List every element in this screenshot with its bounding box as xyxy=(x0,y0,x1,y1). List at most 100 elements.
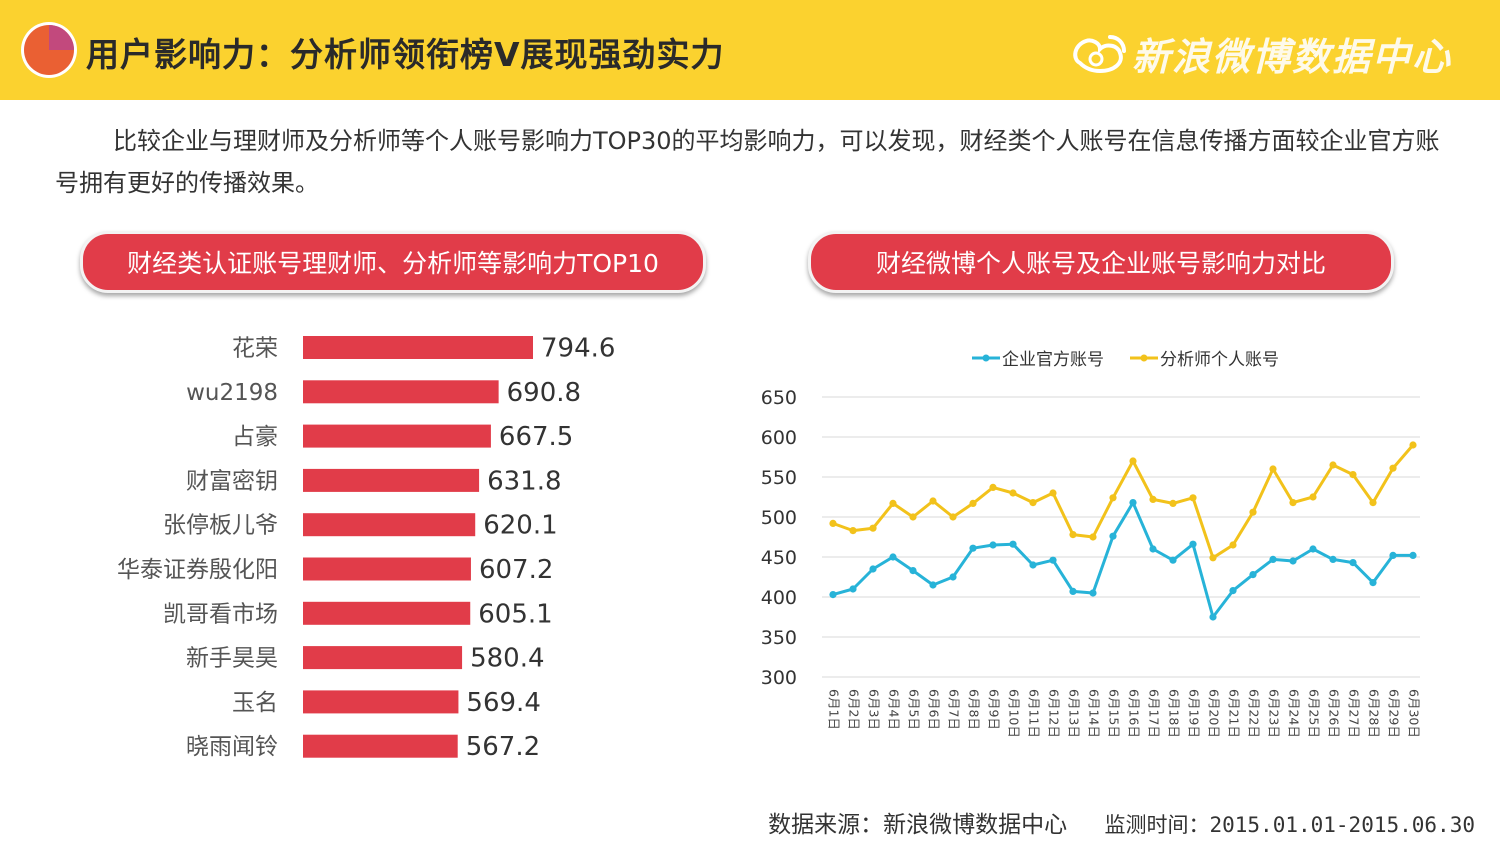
series-line xyxy=(832,444,1415,560)
y-tick-label: 300 xyxy=(761,667,797,689)
data-point xyxy=(1129,499,1137,507)
data-point xyxy=(849,527,857,535)
x-tick-label: 6月5日 xyxy=(907,689,922,730)
line-chart: 650 600 550 500 450 400 350 300 6月1日 6月2日 6月3日 6月4日… xyxy=(761,350,1422,738)
data-point xyxy=(929,581,937,589)
data-point xyxy=(1189,494,1197,502)
data-point xyxy=(989,483,997,491)
data-point xyxy=(1049,556,1057,564)
bar-value-label: 631.8 xyxy=(487,466,561,496)
bar xyxy=(303,380,499,404)
data-point xyxy=(929,497,937,505)
x-tick-label: 6月27日 xyxy=(1347,689,1362,738)
data-point xyxy=(1389,551,1397,559)
bar-category-label: 张停板儿爷 xyxy=(163,513,278,539)
bar-category-label: 占豪 xyxy=(232,424,278,450)
bar-category-label: 晓雨闻铃 xyxy=(186,734,278,760)
data-point xyxy=(1269,465,1277,473)
bar-value-label: 607.2 xyxy=(479,555,553,585)
bar-category-label: 华泰证券殷化阳 xyxy=(117,557,278,583)
data-point xyxy=(1129,457,1137,465)
data-point xyxy=(989,541,997,549)
data-point xyxy=(1209,613,1217,621)
bar-category-label: 新手昊昊 xyxy=(186,646,278,672)
data-point xyxy=(949,573,957,581)
data-point xyxy=(829,519,837,527)
bar-value-label: 567.2 xyxy=(466,732,540,762)
data-point xyxy=(1049,489,1057,497)
data-point xyxy=(1029,499,1037,507)
brand-name: 新浪微博数据中心 xyxy=(1131,35,1452,79)
legend-label: 分析师个人账号 xyxy=(1160,350,1279,370)
y-tick-label: 400 xyxy=(761,587,797,609)
bar xyxy=(303,557,471,581)
x-tick-label: 6月12日 xyxy=(1047,689,1062,738)
x-tick-label: 6月6日 xyxy=(927,689,942,730)
x-tick-label: 6月20日 xyxy=(1207,689,1222,738)
x-tick-label: 6月29日 xyxy=(1387,689,1402,738)
x-tick-label: 6月25日 xyxy=(1307,689,1322,738)
data-point xyxy=(1069,587,1077,595)
data-point xyxy=(969,499,977,507)
bar-value-label: 794.6 xyxy=(541,334,615,364)
y-tick-label: 550 xyxy=(761,467,797,489)
data-point xyxy=(1009,540,1017,548)
bar-value-label: 667.5 xyxy=(499,422,573,452)
x-tick-label: 6月14日 xyxy=(1087,689,1102,738)
bar xyxy=(303,468,480,492)
x-tick-label: 6月15日 xyxy=(1107,689,1122,738)
data-point xyxy=(1369,499,1377,507)
data-point xyxy=(849,585,857,593)
data-point xyxy=(1169,499,1177,507)
bar-category-label: 玉名 xyxy=(232,690,278,716)
data-point xyxy=(949,513,957,521)
bar xyxy=(303,690,459,714)
data-point xyxy=(889,553,897,561)
y-tick-label: 600 xyxy=(761,427,797,449)
x-tick-label: 6月9日 xyxy=(987,689,1002,730)
bar-category-label: 凯哥看市场 xyxy=(163,601,278,627)
data-point xyxy=(1069,531,1077,539)
data-source: 数据来源：新浪微博数据中心 xyxy=(768,812,1068,838)
data-point xyxy=(1409,551,1417,559)
x-tick-label: 6月1日 xyxy=(827,689,842,730)
data-point xyxy=(1209,554,1217,562)
data-point xyxy=(1289,499,1297,507)
data-point xyxy=(1349,471,1357,479)
intro-paragraph: 比较企业与理财师及分析师等个人账号影响力TOP30的平均影响力，可以发现，财经类… xyxy=(55,127,1440,197)
bar xyxy=(303,646,463,670)
data-point xyxy=(1269,555,1277,563)
bar-category-label: wu2198 xyxy=(186,380,278,406)
bar-value-label: 620.1 xyxy=(483,511,557,541)
data-point xyxy=(1149,495,1157,503)
x-tick-label: 6月21日 xyxy=(1227,689,1242,738)
x-tick-label: 6月13日 xyxy=(1067,689,1082,738)
legend-marker xyxy=(1140,354,1148,362)
bar xyxy=(303,336,533,359)
y-tick-label: 350 xyxy=(761,627,797,649)
data-point xyxy=(1329,555,1337,563)
data-point xyxy=(1109,532,1117,540)
bar xyxy=(303,424,491,448)
bar-chart: 花荣 794.6 wu2198 690.8 占豪 667.5 财富密钥 631.8 张停板儿爷 6… xyxy=(117,334,615,763)
data-point xyxy=(1089,533,1097,541)
x-tick-label: 6月28日 xyxy=(1367,689,1382,738)
bar-chart-title: 财经类认证账号理财师、分析师等影响力TOP10 xyxy=(80,231,706,293)
data-point xyxy=(1369,579,1377,587)
footer: 数据来源：新浪微博数据中心 监测时间：2015.01.01-2015.06.30 xyxy=(768,805,1475,839)
y-tick-label: 450 xyxy=(761,547,797,569)
data-point xyxy=(1309,493,1317,501)
x-tick-label: 6月2日 xyxy=(847,689,862,730)
legend-label: 企业官方账号 xyxy=(1002,350,1104,370)
header-bar: 用户影响力：分析师领衔榜V展现强劲实力 新浪微博数据中心 xyxy=(0,0,1500,100)
x-tick-label: 6月22日 xyxy=(1247,689,1262,738)
data-point xyxy=(1169,556,1177,564)
bar xyxy=(303,601,471,625)
data-point xyxy=(1309,545,1317,553)
x-tick-label: 6月24日 xyxy=(1287,689,1302,738)
line-chart-title: 财经微博个人账号及企业账号影响力对比 xyxy=(808,231,1394,293)
data-point xyxy=(1229,587,1237,595)
data-point xyxy=(829,591,837,599)
pie-chart-icon xyxy=(21,22,77,78)
x-tick-label: 6月8日 xyxy=(967,689,982,730)
